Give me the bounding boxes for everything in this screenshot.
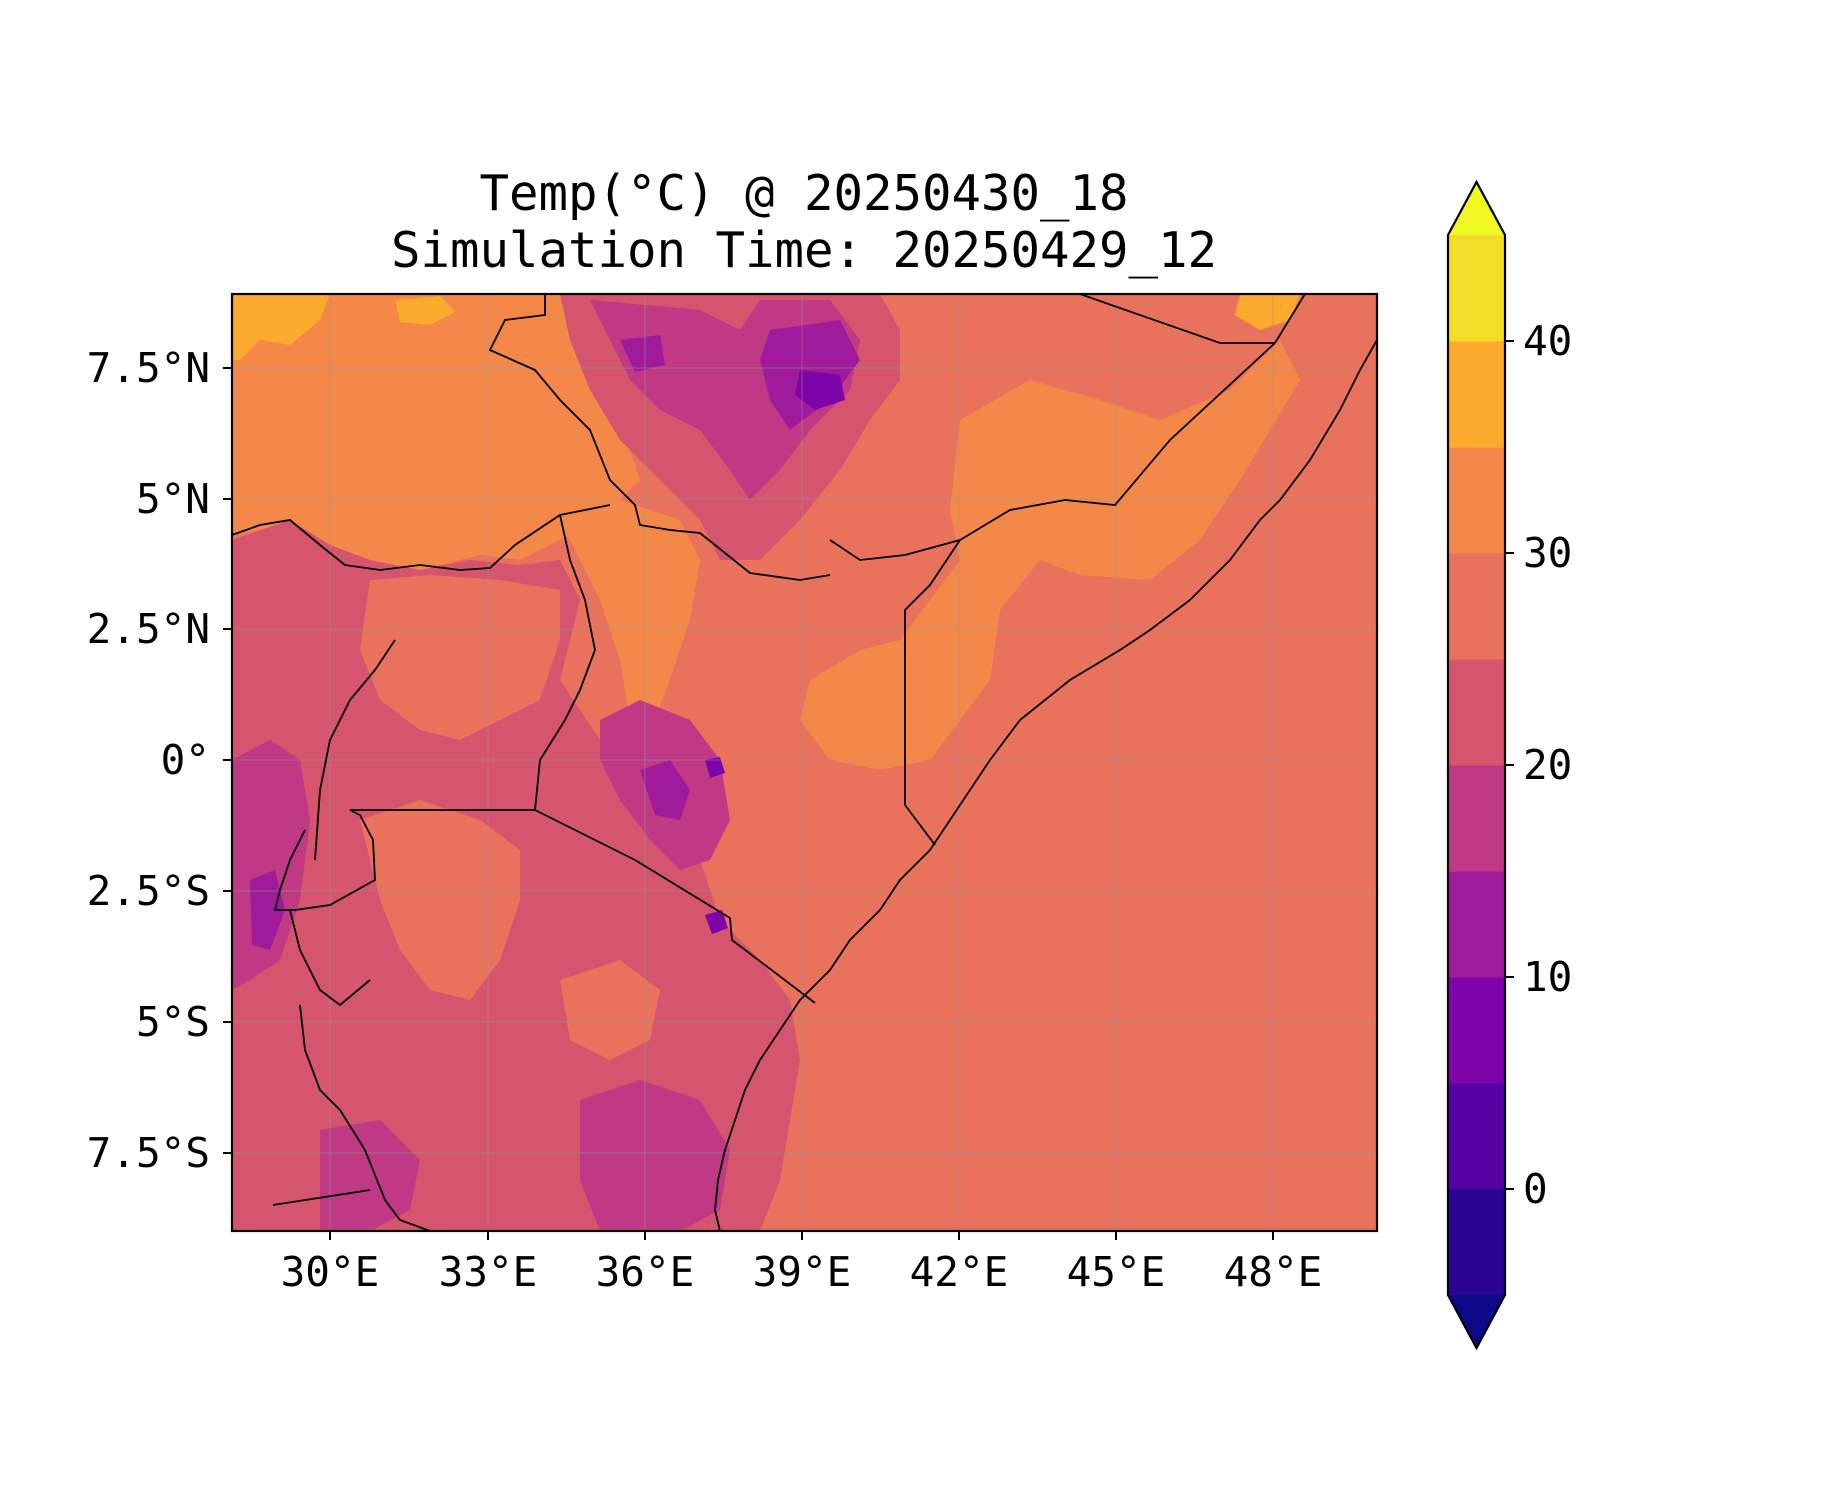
colorbar-tick-label: 30 — [1523, 529, 1572, 577]
country-borders — [232, 294, 1377, 1231]
colorbar-band — [1448, 553, 1505, 660]
mild-region-tanzania — [360, 800, 520, 1000]
colorbar-tick-label: 20 — [1523, 741, 1572, 789]
border-south-sudan-uganda — [232, 504, 611, 571]
colorbar-extend-over — [1448, 182, 1505, 235]
x-tick-label: 42°E — [910, 1248, 1009, 1296]
colorbar-outline — [1446, 179, 1507, 1351]
y-tick-label: 7.5°S — [87, 1129, 210, 1177]
x-tick-label: 30°E — [281, 1248, 380, 1296]
hot-spot-northeast — [1235, 295, 1300, 330]
colorbar-tick-label: 10 — [1523, 953, 1572, 1001]
colorbar-tick-label: 40 — [1523, 317, 1572, 365]
cold-region-tanzania-highlands — [580, 1080, 730, 1231]
colorbar-band — [1448, 341, 1505, 448]
warm-region-turkana — [560, 500, 700, 760]
border-drc-tanzania — [272, 1004, 431, 1231]
cold-region-south — [320, 1120, 420, 1231]
colorbar-band — [1448, 1083, 1505, 1190]
mild-region-tanzania-south — [560, 960, 660, 1060]
colorbar-band — [1448, 765, 1505, 872]
y-tick-label: 7.5°N — [87, 344, 210, 392]
coastline — [714, 339, 1377, 1231]
cold-spot-mt-kenya — [705, 757, 725, 778]
map-title-line1: Temp(°C) @ 20250430_18 — [479, 165, 1128, 222]
cold-spot-kilimanjaro — [705, 910, 728, 934]
colorbar-band — [1448, 871, 1505, 978]
peak-cold-ethiopia — [795, 370, 845, 410]
colorbar: 0 10 20 30 40 — [1446, 179, 1572, 1351]
warm-region-northwest — [232, 294, 640, 580]
colorbar-band — [1448, 977, 1505, 1084]
cold-spot-kenya — [640, 760, 690, 820]
colorbar-band — [1448, 447, 1505, 554]
x-tick-label: 39°E — [753, 1248, 852, 1296]
border-rwanda-burundi — [273, 809, 376, 1007]
border-kenya-somalia — [904, 539, 961, 846]
mild-region-uganda — [360, 575, 560, 740]
x-tick-label: 45°E — [1067, 1248, 1166, 1296]
x-tick-label: 33°E — [439, 1248, 538, 1296]
border-kenya-uganda — [534, 514, 596, 811]
x-tick-label: 36°E — [596, 1248, 695, 1296]
colorbar-band — [1448, 1189, 1505, 1296]
border-kenya-tanzania — [534, 809, 816, 1004]
gridlines — [232, 294, 1377, 1231]
hot-spot-northwest — [232, 294, 330, 360]
y-tick-label: 2.5°S — [87, 867, 210, 915]
cold-spot-ethiopia-west — [620, 335, 665, 372]
y-tick-label: 2.5°N — [87, 605, 210, 653]
warm-region-northeast — [800, 340, 1300, 770]
y-axis: 7.5°N 5°N 2.5°N 0° 2.5°S 5°S 7.5°S — [87, 344, 232, 1177]
hot-spot-north — [395, 296, 455, 325]
y-tick-label: 5°N — [136, 475, 210, 523]
border-lake-victoria-uganda — [314, 639, 535, 861]
y-tick-label: 0° — [161, 736, 210, 784]
border-somalia-ethiopia — [829, 294, 1306, 561]
colorbar-tick-label: 0 — [1523, 1165, 1548, 1213]
colorbar-extend-under — [1448, 1295, 1505, 1348]
x-axis: 30°E 33°E 36°E 39°E 42°E 45°E 48°E — [281, 1231, 1323, 1296]
y-tick-label: 5°S — [136, 998, 210, 1046]
x-tick-label: 48°E — [1224, 1248, 1323, 1296]
map-frame — [230, 292, 1379, 1233]
cold-spot-rwanda — [250, 870, 285, 950]
map-plot-area — [232, 294, 1377, 1231]
map-title-line2: Simulation Time: 20250429_12 — [391, 222, 1217, 279]
colorbar-band — [1448, 235, 1505, 342]
colorbar-band — [1448, 659, 1505, 766]
border-ethiopia-south-sudan — [488, 294, 831, 581]
